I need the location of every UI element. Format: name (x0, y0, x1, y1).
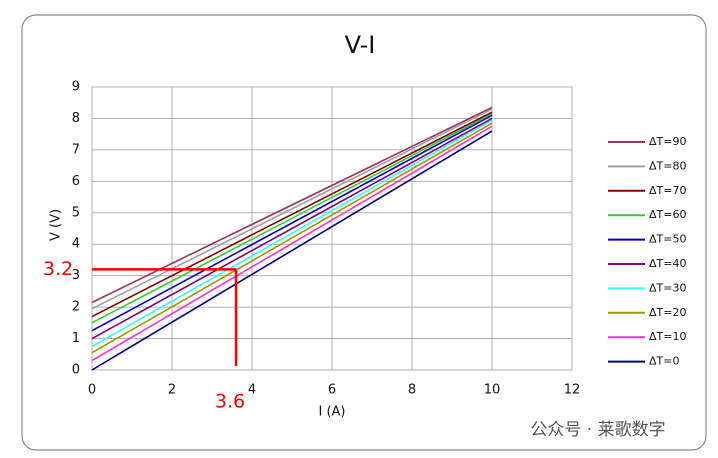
chart-title: V-I (345, 31, 376, 59)
x-tick-label: 4 (248, 383, 256, 398)
y-tick-label: 7 (72, 142, 80, 157)
series-line (91, 113, 493, 324)
annotation-label: 3.2 (43, 258, 73, 280)
x-tick-label: 12 (564, 383, 581, 398)
series-line (91, 114, 493, 332)
legend-label: ΔT=90 (649, 135, 686, 148)
x-tick-label: 0 (88, 383, 96, 398)
series-line (91, 125, 493, 362)
x-tick-label: 6 (328, 383, 336, 398)
legend-label: ΔT=70 (649, 184, 686, 197)
series-line (91, 122, 493, 354)
watermark: 公众号 · 莱歌数字 (530, 420, 665, 440)
y-tick-label: 3 (72, 268, 80, 283)
y-tick-label: 4 (72, 237, 80, 252)
legend-label: ΔT=0 (649, 355, 679, 368)
series-line (91, 108, 493, 310)
y-tick-label: 5 (72, 205, 80, 220)
x-tick-label: 10 (484, 383, 501, 398)
y-tick-label: 6 (72, 174, 80, 189)
series-line (91, 117, 493, 340)
legend-label: ΔT=80 (649, 159, 686, 172)
x-tick-label: 2 (168, 383, 176, 398)
legend-label: ΔT=20 (649, 306, 686, 319)
series-line (91, 119, 493, 348)
y-tick-label: 8 (72, 111, 80, 126)
y-tick-label: 2 (72, 300, 80, 315)
annotation-label: 3.6 (215, 391, 245, 413)
x-tick-label: 8 (408, 383, 416, 398)
y-tick-label: 0 (72, 363, 80, 378)
legend-label: ΔT=30 (649, 281, 686, 294)
y-tick-label: 9 (72, 80, 80, 95)
y-tick-label: 1 (72, 331, 80, 346)
legend-label: ΔT=40 (649, 257, 686, 270)
series-line (91, 130, 493, 371)
legend-label: ΔT=50 (649, 233, 686, 246)
legend-label: ΔT=10 (649, 330, 686, 343)
legend-label: ΔT=60 (649, 208, 686, 221)
y-axis-label: V (V) (49, 209, 64, 241)
x-axis-label: I (A) (318, 405, 345, 420)
series-line (91, 111, 493, 318)
